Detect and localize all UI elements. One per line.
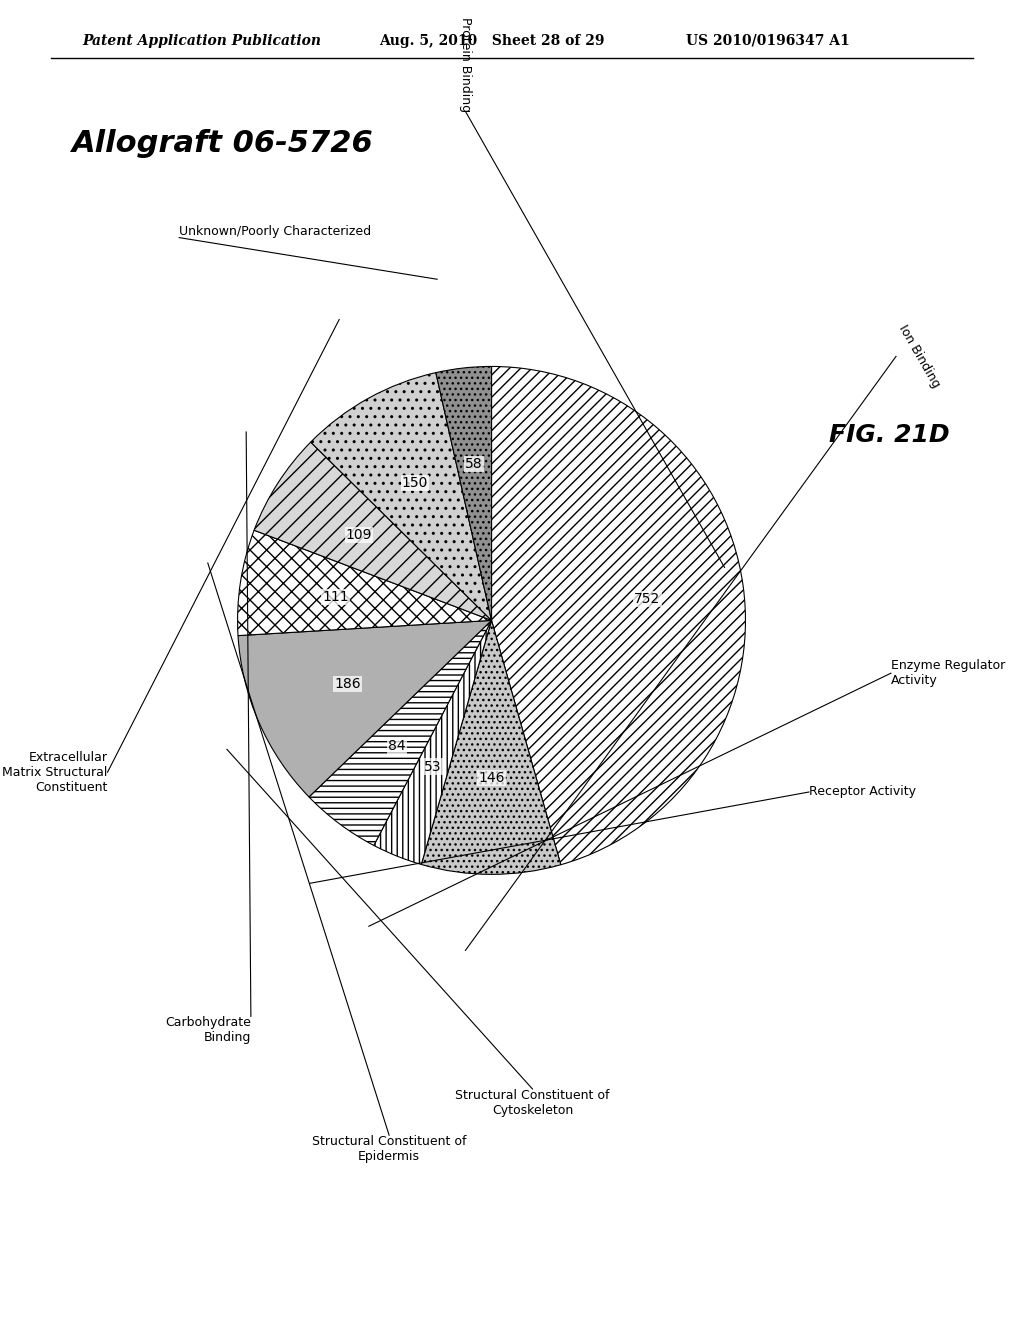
Wedge shape	[436, 367, 492, 620]
Wedge shape	[374, 620, 492, 865]
Text: Protein Binding: Protein Binding	[460, 17, 472, 112]
Text: 186: 186	[334, 677, 360, 690]
Text: Aug. 5, 2010   Sheet 28 of 29: Aug. 5, 2010 Sheet 28 of 29	[379, 34, 604, 48]
Wedge shape	[309, 620, 492, 845]
Wedge shape	[238, 620, 492, 797]
Text: 58: 58	[465, 457, 483, 471]
Text: 109: 109	[346, 528, 373, 543]
Text: Extracellular
Matrix Structural
Constituent: Extracellular Matrix Structural Constitu…	[2, 751, 108, 793]
Text: Enzyme Regulator
Activity: Enzyme Regulator Activity	[891, 659, 1006, 688]
Text: 84: 84	[388, 739, 407, 754]
Wedge shape	[492, 367, 745, 865]
Text: 752: 752	[634, 591, 660, 606]
Text: Ion Binding: Ion Binding	[896, 322, 942, 391]
Wedge shape	[310, 372, 492, 620]
Text: FIG. 21D: FIG. 21D	[829, 424, 950, 447]
Text: Allograft 06-5726: Allograft 06-5726	[72, 129, 374, 158]
Text: Structural Constituent of
Epidermis: Structural Constituent of Epidermis	[312, 1135, 466, 1163]
Text: US 2010/0196347 A1: US 2010/0196347 A1	[686, 34, 850, 48]
Text: 146: 146	[478, 771, 505, 785]
Wedge shape	[421, 620, 561, 874]
Text: Structural Constituent of
Cytoskeleton: Structural Constituent of Cytoskeleton	[456, 1089, 609, 1117]
Text: 150: 150	[401, 475, 428, 490]
Text: Unknown/Poorly Characterized: Unknown/Poorly Characterized	[179, 224, 372, 238]
Text: Carbohydrate
Binding: Carbohydrate Binding	[165, 1016, 251, 1044]
Text: Patent Application Publication: Patent Application Publication	[82, 34, 321, 48]
Wedge shape	[254, 442, 492, 620]
Text: 53: 53	[424, 759, 441, 774]
Text: Receptor Activity: Receptor Activity	[809, 785, 915, 799]
Text: 111: 111	[323, 590, 349, 603]
Wedge shape	[238, 531, 492, 636]
